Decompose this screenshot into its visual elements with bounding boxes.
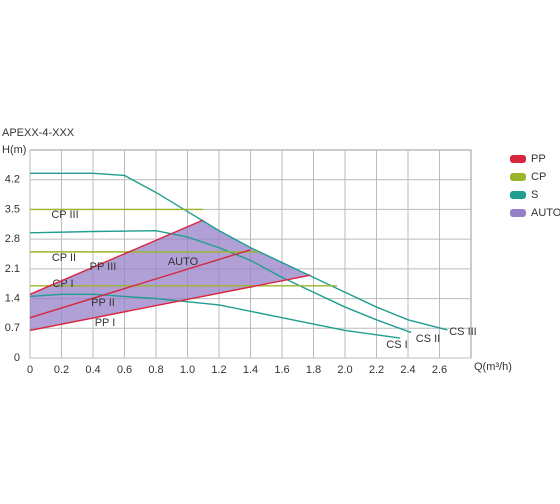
- legend-swatch: [510, 173, 526, 181]
- y-tick-label: 1.4: [5, 292, 20, 304]
- curve: [29, 274, 311, 332]
- y-tick-label: 2.8: [5, 233, 20, 245]
- x-axis-label: Q(m³/h): [474, 361, 512, 373]
- x-tick-label: 1.0: [180, 364, 195, 376]
- x-tick-label: 2.0: [337, 364, 352, 376]
- curve-label: CP III: [51, 209, 78, 221]
- y-axis-label: H(m): [2, 144, 26, 156]
- legend-label: S: [531, 189, 538, 201]
- x-tick-label: 1.8: [306, 364, 321, 376]
- x-tick-label: 0: [27, 364, 33, 376]
- legend-swatch: [510, 209, 526, 217]
- curve-label: PP II: [91, 297, 115, 309]
- curve-label: PP I: [95, 317, 116, 329]
- x-tick-label: 0.4: [85, 364, 100, 376]
- curve: [29, 229, 412, 334]
- legend-swatch: [510, 191, 526, 199]
- curve-label: CS II: [416, 333, 440, 345]
- x-tick-label: 1.4: [243, 364, 258, 376]
- x-tick-label: 1.2: [211, 364, 226, 376]
- x-tick-label: 0.6: [117, 364, 132, 376]
- y-tick-label: 0: [14, 352, 20, 364]
- y-tick-label: 0.7: [5, 322, 20, 334]
- x-tick-label: 2.6: [432, 364, 447, 376]
- x-tick-label: 2.2: [369, 364, 384, 376]
- curve-label: CP II: [52, 252, 76, 264]
- curve-label: CS I: [386, 339, 407, 351]
- curve-label: AUTO: [168, 256, 199, 268]
- curve: [29, 293, 401, 339]
- x-tick-label: 0.8: [148, 364, 163, 376]
- chart-title: APEXX-4-XXX: [2, 127, 75, 139]
- x-tick-label: 0.2: [54, 364, 69, 376]
- x-tick-label: 2.4: [400, 364, 415, 376]
- legend-swatch: [510, 155, 526, 163]
- legend-label: PP: [531, 153, 546, 165]
- curve-label: CS III: [449, 326, 477, 338]
- curve: [30, 172, 448, 331]
- legend-label: AUTO: [531, 207, 560, 219]
- legend-label: CP: [531, 171, 546, 183]
- y-tick-label: 3.5: [5, 203, 20, 215]
- x-tick-label: 1.6: [274, 364, 289, 376]
- y-tick-label: 4.2: [5, 174, 20, 186]
- curve: [29, 219, 204, 295]
- curve: [29, 249, 251, 319]
- curve-label: CP I: [52, 278, 73, 290]
- curve-label: PP III: [90, 261, 117, 273]
- y-tick-label: 2.1: [5, 263, 20, 275]
